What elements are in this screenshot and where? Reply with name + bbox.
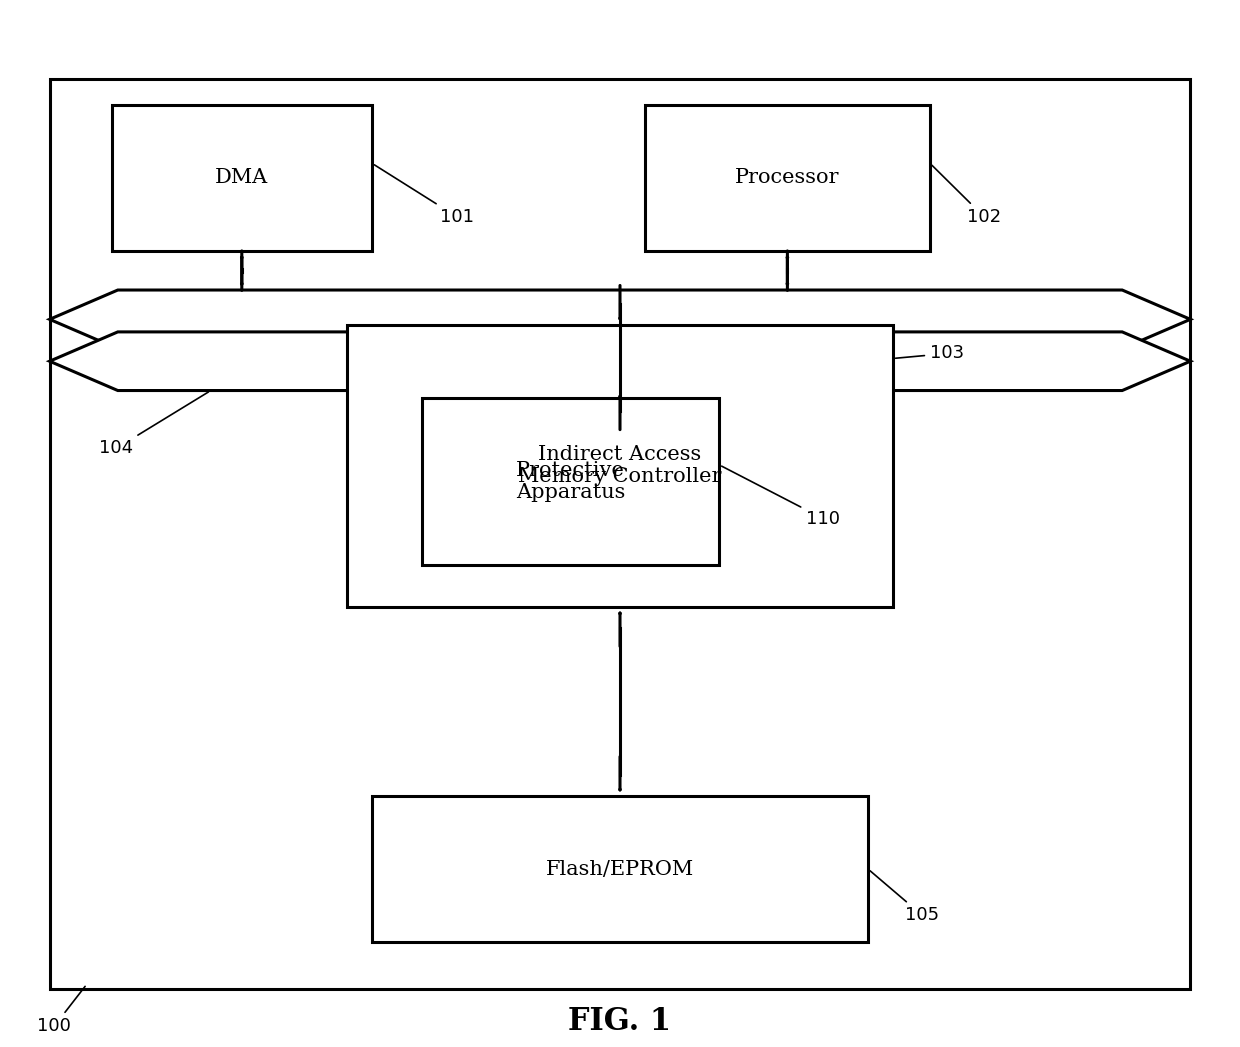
- Text: 101: 101: [374, 164, 474, 226]
- Polygon shape: [50, 290, 1190, 349]
- Text: Indirect Access
Memory Controller: Indirect Access Memory Controller: [518, 445, 722, 487]
- Bar: [645, 105, 930, 251]
- Text: Flash/EPROM: Flash/EPROM: [546, 860, 694, 878]
- Bar: [112, 105, 372, 251]
- Bar: [347, 325, 893, 607]
- Text: Processor: Processor: [735, 169, 839, 187]
- Text: DMA: DMA: [216, 169, 268, 187]
- Text: 102: 102: [932, 165, 1002, 226]
- Text: 100: 100: [37, 986, 86, 1035]
- Text: 104: 104: [99, 392, 208, 458]
- Text: Protective
Apparatus: Protective Apparatus: [516, 461, 625, 503]
- Text: 110: 110: [722, 466, 839, 528]
- Text: 105: 105: [870, 871, 940, 925]
- Bar: [372, 796, 868, 942]
- Text: FIG. 1: FIG. 1: [568, 1005, 672, 1037]
- Polygon shape: [50, 332, 1190, 391]
- Bar: [50, 79, 1190, 989]
- Bar: [422, 398, 719, 565]
- Text: 103: 103: [895, 344, 965, 362]
